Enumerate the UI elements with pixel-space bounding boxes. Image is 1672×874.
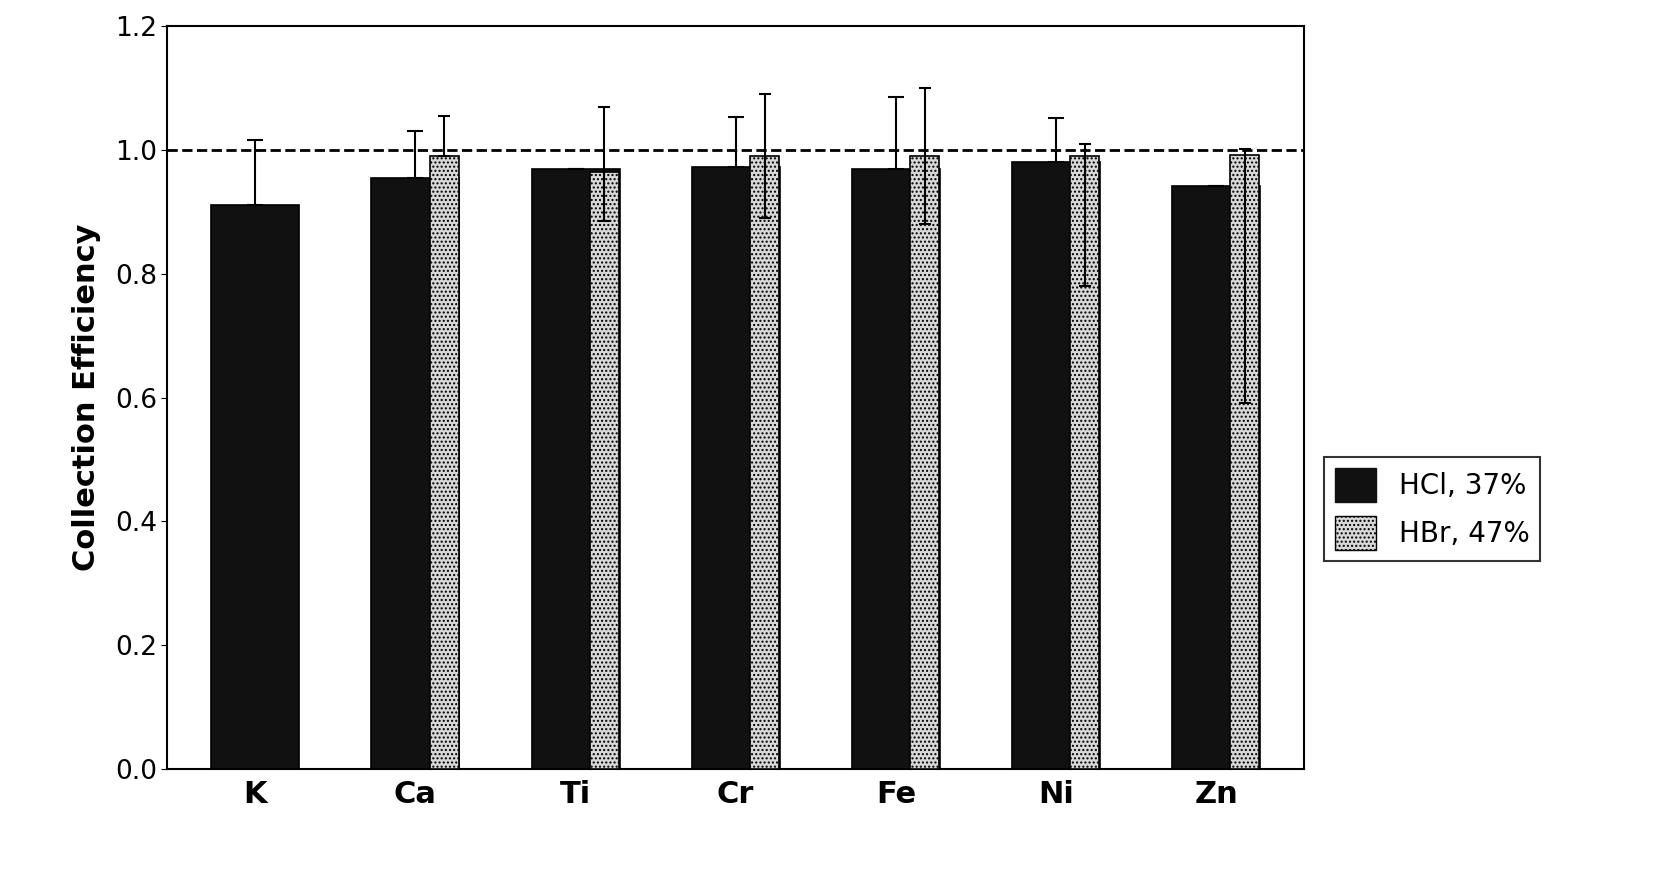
Bar xyxy=(1172,186,1261,769)
Bar xyxy=(590,171,619,769)
Bar xyxy=(1012,163,1100,769)
Bar xyxy=(532,169,620,769)
Bar xyxy=(692,168,779,769)
Y-axis label: Collection Efficiency: Collection Efficiency xyxy=(72,224,100,572)
Bar xyxy=(371,178,460,769)
Bar xyxy=(910,156,940,769)
Bar xyxy=(851,169,940,769)
Bar xyxy=(1231,155,1259,769)
Legend: HCl, 37%, HBr, 47%: HCl, 37%, HBr, 47% xyxy=(1324,457,1540,561)
Bar xyxy=(1070,156,1099,769)
Bar xyxy=(211,205,299,769)
Bar xyxy=(751,156,779,769)
Bar xyxy=(430,156,458,769)
